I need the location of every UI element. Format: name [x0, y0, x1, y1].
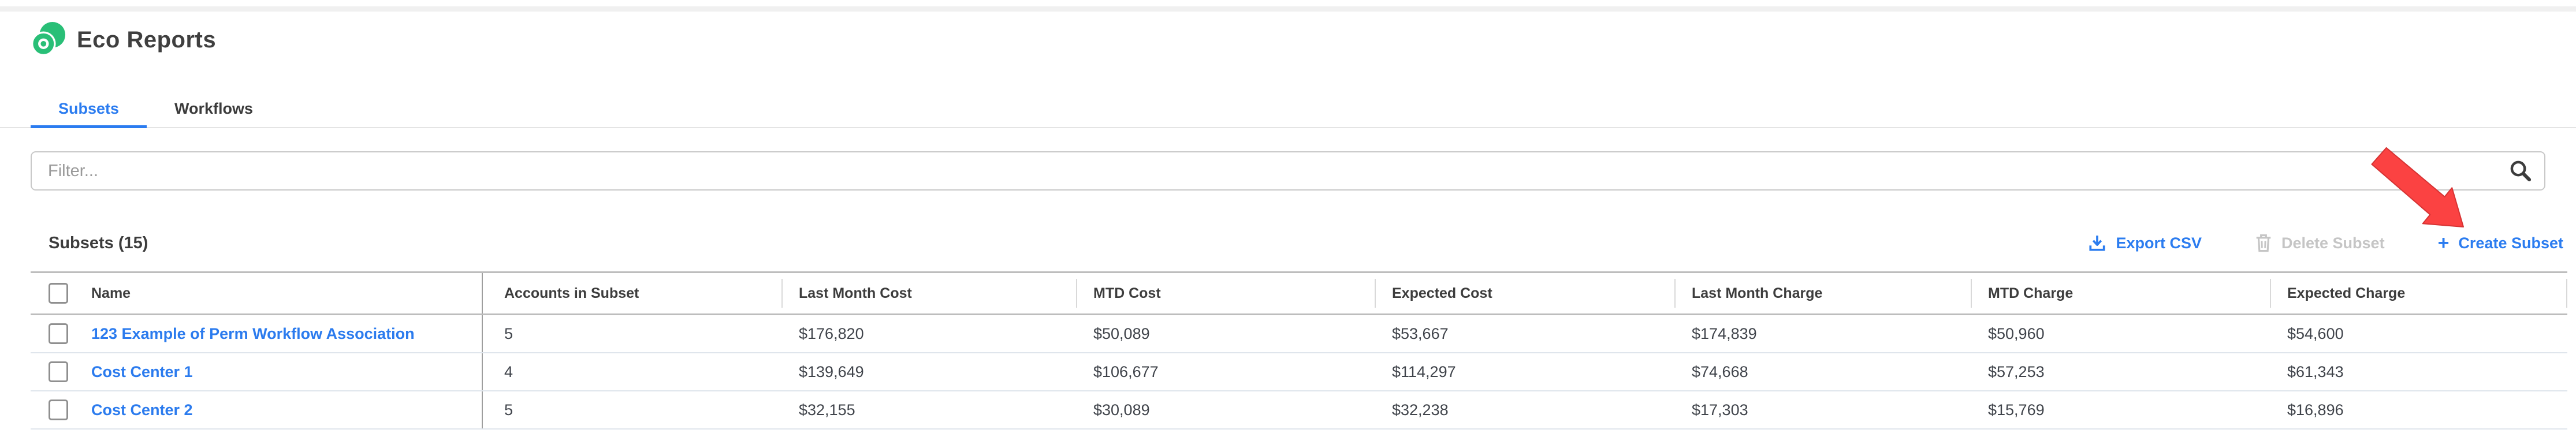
last-month-cost-value: $139,649: [799, 363, 864, 380]
table-header-row: Name Accounts in Subset Last Month Cost …: [31, 271, 2567, 315]
column-header-mtd-cost: MTD Cost: [1076, 273, 1375, 313]
table-row: 123 Example of Perm Workflow Association…: [31, 315, 2567, 353]
row-checkbox[interactable]: [49, 400, 68, 420]
tab-bar: Subsets Workflows: [0, 91, 2576, 128]
expected-cost-value: $32,238: [1392, 401, 1449, 419]
last-month-cost-value: $176,820: [799, 324, 864, 342]
table-row: Cost Center 2 5 $32,155 $30,089 $32,238 …: [31, 391, 2567, 430]
top-edge-strip: [0, 0, 2576, 12]
accounts-in-subset-value: 5: [504, 324, 513, 342]
expected-cost-value: $53,667: [1392, 324, 1449, 342]
mtd-cost-value: $106,677: [1093, 363, 1159, 380]
column-header-expected-cost: Expected Cost: [1375, 273, 1674, 313]
download-icon: [2089, 236, 2106, 251]
subset-name-link[interactable]: Cost Center 1: [91, 363, 193, 380]
expected-charge-value: $61,343: [2287, 363, 2344, 380]
expected-charge-value: $16,896: [2287, 401, 2344, 419]
mtd-charge-value: $15,769: [1988, 401, 2045, 419]
mtd-cost-value: $30,089: [1093, 401, 1150, 419]
accounts-in-subset-value: 5: [504, 401, 513, 419]
column-header-mtd-charge: MTD Charge: [1971, 273, 2270, 313]
column-header-expected-charge: Expected Charge: [2270, 273, 2567, 313]
mtd-charge-value: $57,253: [1988, 363, 2045, 380]
export-csv-button[interactable]: Export CSV: [2088, 234, 2202, 252]
expected-charge-value: $54,600: [2287, 324, 2344, 342]
tab-subsets[interactable]: Subsets: [31, 91, 147, 128]
app-header: Eco Reports: [31, 22, 2576, 57]
last-month-cost-value: $32,155: [799, 401, 855, 419]
filter-input[interactable]: [31, 151, 2545, 191]
subset-name-link[interactable]: Cost Center 2: [91, 401, 193, 419]
accounts-in-subset-value: 4: [504, 363, 513, 380]
export-csv-label: Export CSV: [2116, 234, 2202, 252]
subset-name-link[interactable]: 123 Example of Perm Workflow Association: [91, 324, 415, 342]
subsets-toolbar: Subsets (15) Export CSV Delete Subset + …: [31, 227, 2563, 259]
last-month-charge-value: $174,839: [1692, 324, 1757, 342]
column-header-last-month-charge: Last Month Charge: [1674, 273, 1971, 313]
table-row: Cost Center 1 4 $139,649 $106,677 $114,2…: [31, 353, 2567, 391]
page-title: Eco Reports: [77, 27, 217, 53]
trash-icon: [2256, 234, 2271, 252]
last-month-charge-value: $74,668: [1692, 363, 1748, 380]
subsets-table: Name Accounts in Subset Last Month Cost …: [31, 271, 2567, 430]
column-header-name: Name: [91, 285, 131, 301]
eco-logo-icon: [31, 22, 66, 57]
delete-subset-label: Delete Subset: [2281, 234, 2385, 252]
subsets-count-heading: Subsets (15): [49, 233, 148, 252]
mtd-cost-value: $50,089: [1093, 324, 1150, 342]
column-header-last-month-cost: Last Month Cost: [781, 273, 1076, 313]
column-header-accounts: Accounts in Subset: [504, 285, 639, 301]
search-icon: [2510, 160, 2532, 182]
create-subset-label: Create Subset: [2458, 234, 2563, 252]
mtd-charge-value: $50,960: [1988, 324, 2045, 342]
create-subset-button[interactable]: + Create Subset: [2438, 233, 2563, 253]
select-all-checkbox[interactable]: [49, 283, 68, 304]
row-checkbox[interactable]: [49, 361, 68, 382]
filter-bar: [31, 151, 2545, 191]
last-month-charge-value: $17,303: [1692, 401, 1748, 419]
row-checkbox[interactable]: [49, 323, 68, 344]
expected-cost-value: $114,297: [1392, 363, 1456, 380]
tab-workflows[interactable]: Workflows: [174, 100, 254, 117]
plus-icon: +: [2437, 232, 2450, 254]
delete-subset-button[interactable]: Delete Subset: [2255, 234, 2385, 252]
toolbar-actions: Export CSV Delete Subset + Create Subset: [2088, 233, 2563, 253]
